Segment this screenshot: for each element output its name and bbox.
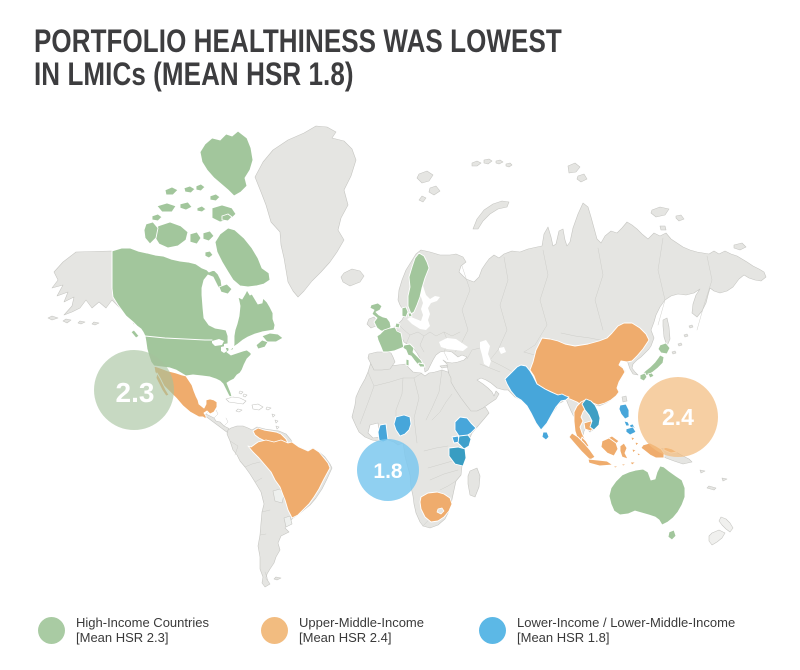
svg-text:2.3: 2.3 [116, 377, 155, 408]
svg-text:1.8: 1.8 [373, 460, 403, 483]
svg-text:2.4: 2.4 [662, 404, 694, 430]
